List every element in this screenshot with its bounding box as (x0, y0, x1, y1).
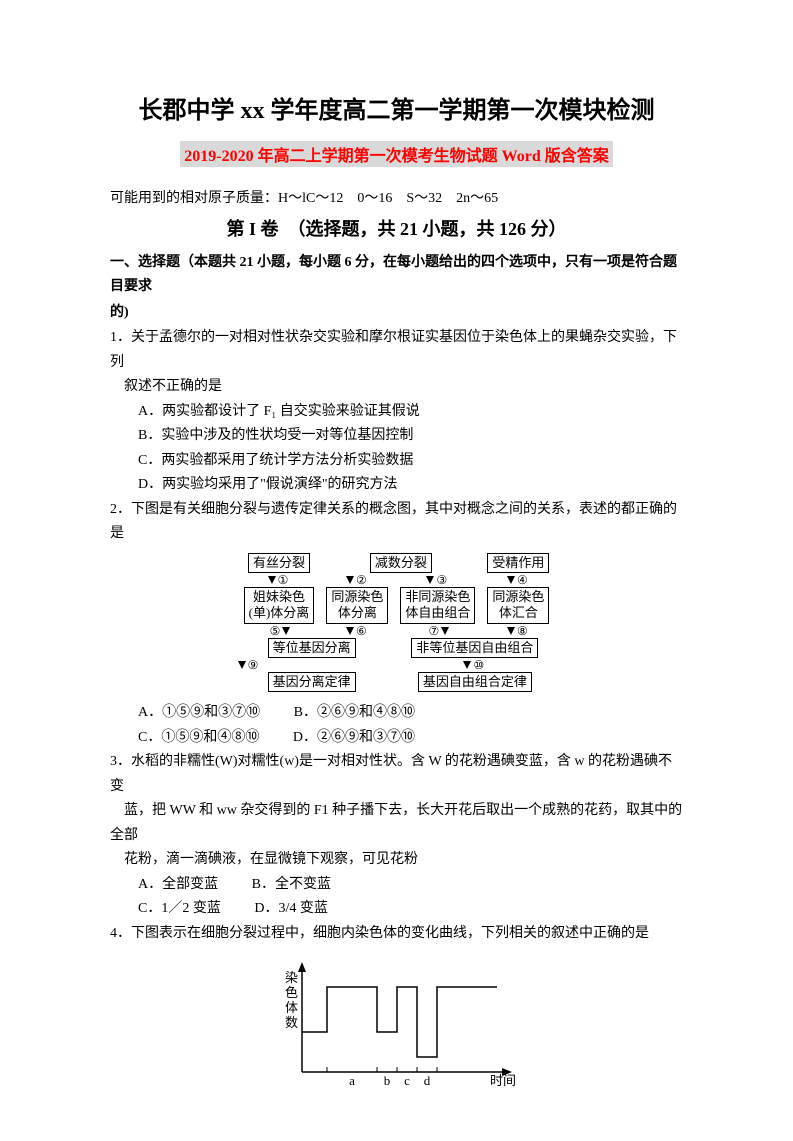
q2-option-c: C．①⑤⑨和④⑧⑩ (138, 726, 259, 751)
chart-x-label: 时间 (490, 1073, 516, 1088)
chart-y-label-1: 染 (285, 970, 298, 985)
section-1-title: 第 I 卷 （选择题，共 21 小题，共 126 分） (110, 215, 683, 241)
cm-box-nonhomolog: 非同源染色 体自由组合 (400, 587, 475, 624)
cm-box-homolog-sep: 同源染色 体分离 (326, 587, 388, 624)
arrow-down-icon (268, 576, 276, 584)
cm-num-8: ⑧ (517, 625, 528, 637)
main-title: 长郡中学 xx 学年度高二第一学期第一次模块检测 (110, 90, 683, 125)
q3-stem-l3: 花粉，滴一滴碘液，在显微镜下观察，可见花粉 (110, 848, 683, 873)
chromosome-chart-svg: a b c d 染 色 体 数 时间 (267, 952, 527, 1092)
cm-box-meiosis: 减数分裂 (370, 553, 432, 573)
q2-options-row1: A．①⑤⑨和③⑦⑩ B．②⑥⑨和④⑧⑩ (110, 701, 683, 726)
q2-option-d: D．②⑥⑨和③⑦⑩ (293, 726, 415, 751)
q3-options-row2: C．1／2 变蓝 D．3/4 变蓝 (110, 897, 683, 922)
q3-stem-l2: 蓝，把 WW 和 ww 杂交得到的 F1 种子播下去，长大开花后取出一个成熟的花… (110, 799, 683, 848)
concept-map-diagram: 有丝分裂 减数分裂 受精作用 ① ② ③ ④ 姐妹染色 (单)体分离 同源染色 … (110, 553, 683, 697)
q1-stem-l2: 叙述不正确的是 (110, 375, 683, 400)
cm-box-allele-sep: 等位基因分离 (268, 638, 356, 658)
section-instruction-line1: 一、选择题（本题共 21 小题，每小题 6 分，在每小题给出的四个选项中，只有一… (110, 251, 683, 299)
arrow-down-icon (238, 661, 246, 669)
cm-num-10: ⑩ (473, 659, 484, 671)
section-instruction-line2: 的) (110, 301, 683, 325)
cm-num-1: ① (278, 574, 289, 586)
cm-num-3: ③ (436, 574, 447, 586)
chart-tick-c: c (404, 1073, 410, 1088)
q3-option-a: A．全部变蓝 (138, 873, 218, 898)
cm-num-7: ⑦ (428, 625, 439, 637)
subtitle-wrap: 2019-2020 年高二上学期第一次模考生物试题 Word 版含答案 (110, 141, 683, 177)
cm-box-mitosis: 有丝分裂 (248, 553, 310, 573)
cm-box-homolog-merge: 同源染色 体汇合 (487, 587, 549, 624)
q2-options-row2: C．①⑤⑨和④⑧⑩ D．②⑥⑨和③⑦⑩ (110, 726, 683, 751)
chromosome-chart: a b c d 染 色 体 数 时间 (267, 952, 527, 1092)
cm-num-2: ② (356, 574, 367, 586)
q2-stem: 2．下图是有关细胞分裂与遗传定律关系的概念图，其中对概念之间的关系，表述的都正确… (110, 498, 683, 547)
q1-option-c: C．两实验都采用了统计学方法分析实验数据 (110, 449, 683, 474)
cm-num-9: ⑨ (248, 659, 259, 671)
cm-num-6: ⑥ (356, 625, 367, 637)
document-page: 长郡中学 xx 学年度高二第一学期第一次模块检测 2019-2020 年高二上学… (0, 0, 793, 1141)
cm-box-fertilization: 受精作用 (487, 553, 549, 573)
arrow-down-icon (507, 576, 515, 584)
cm-num-5: ⑤ (270, 625, 281, 637)
q1-option-d: D．两实验均采用了"假说演绎"的研究方法 (110, 473, 683, 498)
q3-stem-l1: 3．水稻的非糯性(W)对糯性(w)是一对相对性状。含 W 的花粉遇碘变蓝，含 w… (110, 750, 683, 799)
q3-option-c: C．1／2 变蓝 (138, 897, 221, 922)
arrow-down-icon (346, 576, 354, 584)
concept-map-table: 有丝分裂 减数分裂 受精作用 ① ② ③ ④ 姐妹染色 (单)体分离 同源染色 … (238, 553, 556, 692)
q3-options-row1: A．全部变蓝 B．全不变蓝 (110, 873, 683, 898)
exam-subtitle: 2019-2020 年高二上学期第一次模考生物试题 Word 版含答案 (180, 141, 612, 167)
arrow-down-icon (463, 661, 471, 669)
q3-option-b: B．全不变蓝 (252, 873, 331, 898)
arrow-down-icon (346, 627, 354, 635)
cm-box-law-comb: 基因自由组合定律 (418, 672, 532, 692)
arrow-down-icon (282, 627, 290, 635)
chart-tick-d: d (423, 1073, 430, 1088)
q1-stem-l1: 1．关于孟德尔的一对相对性状杂交实验和摩尔根证实基因位于染色体上的果蝇杂交实验，… (110, 326, 683, 375)
chromosome-chart-wrap: a b c d 染 色 体 数 时间 (110, 952, 683, 1097)
q1-option-b: B．实验中涉及的性状均受一对等位基因控制 (110, 424, 683, 449)
cm-box-nonallele-comb: 非等位基因自由组合 (411, 638, 538, 658)
cm-box-law-seg: 基因分离定律 (268, 672, 356, 692)
chart-y-label-4: 数 (285, 1015, 298, 1030)
cm-box-sister: 姐妹染色 (单)体分离 (244, 587, 315, 624)
q3-option-d: D．3/4 变蓝 (254, 897, 328, 922)
chart-y-label-2: 色 (285, 985, 298, 1000)
q2-option-b: B．②⑥⑨和④⑧⑩ (294, 701, 415, 726)
chart-y-label-3: 体 (285, 1000, 298, 1015)
q2-option-a: A．①⑤⑨和③⑦⑩ (138, 701, 260, 726)
atomic-mass-line: 可能用到的相对原子质量：H～lC～12 0～16 S～32 2n～65 (110, 187, 683, 207)
q4-stem: 4．下图表示在细胞分裂过程中，细胞内染色体的变化曲线，下列相关的叙述中正确的是 (110, 922, 683, 947)
q1-option-a: A．两实验都设计了 F₁ 自交实验来验证其假说 (110, 400, 683, 425)
chart-tick-a: a (349, 1073, 355, 1088)
cm-num-4: ④ (517, 574, 528, 586)
arrow-down-icon (507, 627, 515, 635)
arrow-down-icon (426, 576, 434, 584)
chart-tick-b: b (383, 1073, 390, 1088)
arrow-down-icon (441, 627, 449, 635)
